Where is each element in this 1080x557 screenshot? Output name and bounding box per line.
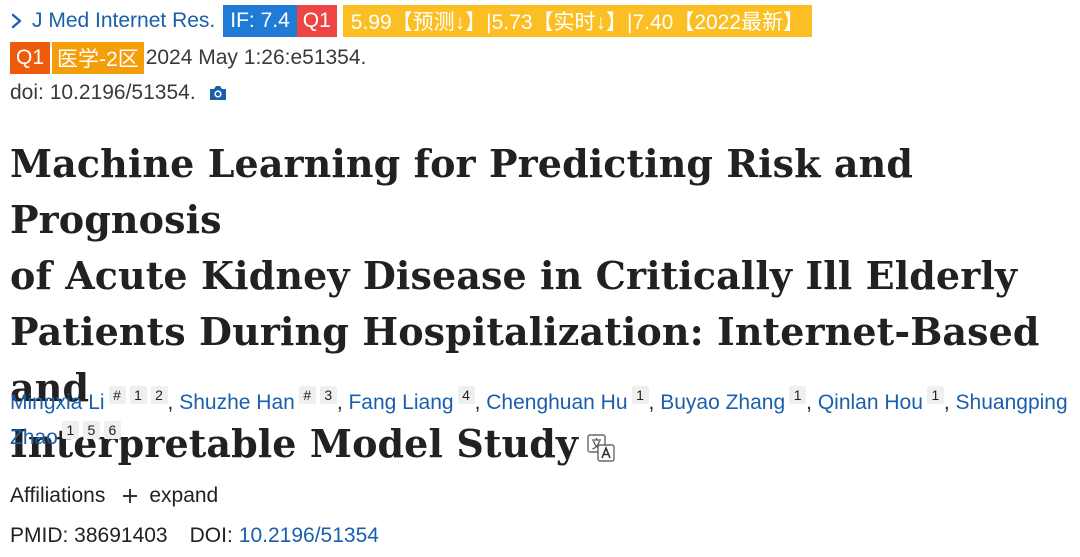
quartile-badge: Q1 (296, 5, 337, 37)
author-link[interactable]: Chenghuan Hu (486, 391, 628, 414)
affiliation-ref[interactable]: 2 (150, 386, 168, 404)
camera-icon[interactable] (208, 84, 228, 102)
author-item: Fang Liang 4, (348, 386, 487, 414)
affiliations-label: Affiliations (10, 484, 106, 507)
affiliation-ref[interactable]: 4 (457, 386, 475, 404)
translate-icon[interactable] (586, 433, 616, 463)
field-rank-badge: 医学-2区 (52, 42, 144, 74)
author-separator: , (336, 391, 349, 414)
doi-link[interactable]: 10.2196/51354 (238, 524, 379, 547)
affiliation-ref[interactable]: 3 (319, 386, 337, 404)
citation-row: Q1 医学-2区 2024 May 1:26:e51354. (10, 42, 366, 74)
affiliation-ref[interactable]: 1 (61, 421, 79, 439)
author-link[interactable]: Shuangping Zhao (10, 391, 1068, 449)
author-item: Shuzhe Han #3, (179, 386, 349, 414)
author-link[interactable]: Shuzhe Han (179, 391, 295, 414)
author-item: Buyao Zhang 1, (660, 386, 818, 414)
author-separator: , (474, 391, 487, 414)
affiliation-ref[interactable]: 1 (129, 386, 147, 404)
author-separator: , (167, 391, 180, 414)
title-line-2: of Acute Kidney Disease in Critically Il… (10, 253, 1018, 298)
equal-contribution-marker[interactable]: # (298, 386, 316, 404)
pmid: PMID: 38691403 (10, 524, 168, 547)
plus-icon (123, 489, 138, 503)
quartile-badge-secondary: Q1 (10, 42, 51, 74)
affiliation-ref[interactable]: 6 (103, 421, 121, 439)
author-separator: , (648, 391, 661, 414)
identifiers-row: PMID: 38691403 DOI: 10.2196/51354 (10, 520, 379, 552)
author-link[interactable]: Buyao Zhang (660, 391, 786, 414)
equal-contribution-marker[interactable]: # (108, 386, 126, 404)
author-link[interactable]: Fang Liang (348, 391, 454, 414)
affiliation-ref[interactable]: 5 (82, 421, 100, 439)
journal-name[interactable]: J Med Internet Res. (32, 9, 216, 32)
expand-label: expand (149, 484, 219, 507)
chevron-right-icon (11, 13, 22, 29)
author-list: Mingxia Li #1 2, Shuzhe Han #3, Fang Liang 4… (10, 385, 1072, 455)
author-item: Qinlan Hou 1, (817, 386, 956, 414)
impact-factor-history-badge: 5.99【预测↓】|5.73【实时↓】|7.40【2022最新】 (342, 5, 813, 37)
article-title: Machine Learning for Predicting Risk and… (10, 136, 1076, 472)
title-line-1: Machine Learning for Predicting Risk and… (10, 141, 914, 242)
affiliation-ref[interactable]: 1 (631, 386, 649, 404)
author-separator: , (943, 391, 956, 414)
doi-row: doi: 10.2196/51354. (10, 78, 228, 108)
affiliations-row: Affiliations expand (10, 480, 218, 512)
title-line-3: Patients During Hospitalization: Interne… (10, 309, 1040, 410)
journal-row: J Med Internet Res. IF: 7.4 Q1 5.99【预测↓】… (10, 4, 813, 38)
author-link[interactable]: Qinlan Hou (817, 391, 923, 414)
journal-link[interactable]: J Med Internet Res. (10, 9, 215, 33)
doi-label: DOI: (189, 524, 233, 547)
author-item: Mingxia Li #1 2, (10, 386, 180, 414)
author-item: Shuangping Zhao 1 5 6 (10, 391, 1068, 449)
author-item: Chenghuan Hu 1, (486, 386, 661, 414)
author-link[interactable]: Mingxia Li (10, 391, 105, 414)
affiliation-ref[interactable]: 1 (789, 386, 807, 404)
affiliation-ref[interactable]: 1 (926, 386, 944, 404)
citation-doi: doi: 10.2196/51354. (10, 81, 196, 104)
expand-affiliations-button[interactable]: expand (121, 484, 218, 508)
author-separator: , (806, 391, 818, 414)
impact-factor-badge: IF: 7.4 (223, 5, 297, 37)
citation-date: 2024 May 1:26:e51354. (145, 46, 367, 69)
